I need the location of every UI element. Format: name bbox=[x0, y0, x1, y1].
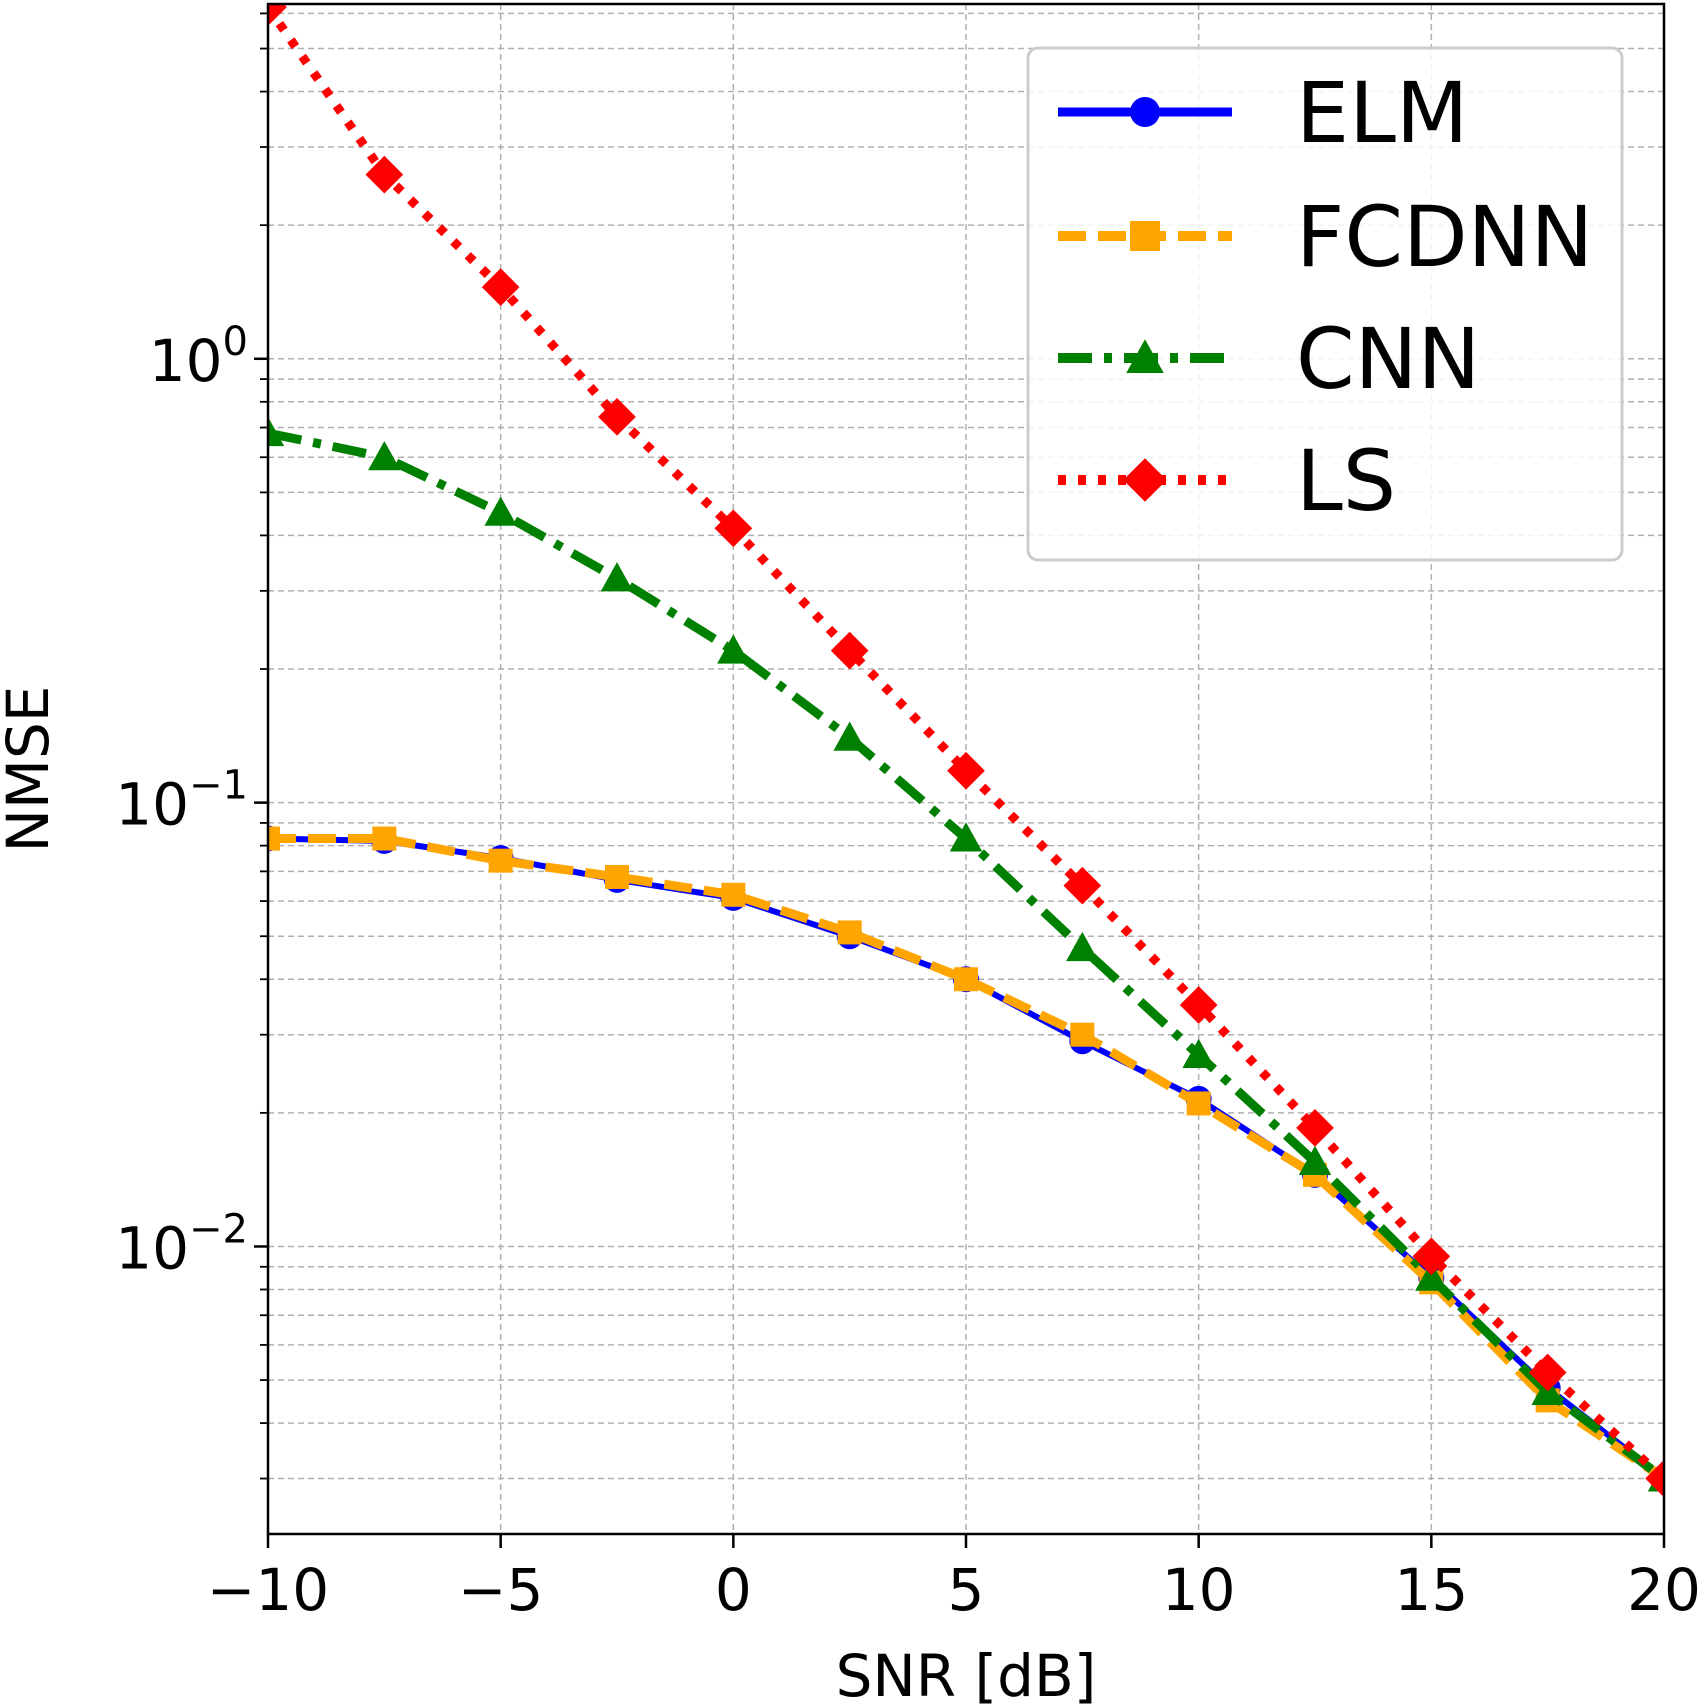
cnn-point bbox=[717, 634, 750, 664]
ls-point bbox=[1528, 1353, 1567, 1392]
fcdnn-point bbox=[721, 882, 746, 907]
y-tick-label: 10−1 bbox=[115, 763, 248, 839]
x-tick-label: 10 bbox=[1162, 1556, 1236, 1624]
ls-point bbox=[830, 631, 869, 670]
x-tick-label: 0 bbox=[715, 1556, 752, 1624]
ls-point bbox=[268, 4, 287, 26]
ls-point bbox=[1179, 986, 1218, 1024]
y-tick-label: 10−2 bbox=[115, 1206, 248, 1282]
fcdnn-point bbox=[372, 826, 397, 851]
fcdnn-point bbox=[605, 864, 629, 889]
legend-elm-marker bbox=[1130, 97, 1160, 127]
legend-fcdnn-label: FCDNN bbox=[1296, 188, 1593, 286]
cnn-point bbox=[1415, 1261, 1448, 1291]
ls-point bbox=[1063, 866, 1102, 905]
legend-cnn-marker bbox=[1126, 339, 1164, 373]
axis-ticks: −10 −5 0 5 10 15 20 10−2 10−1 100 bbox=[115, 12, 1701, 1624]
ls-point bbox=[1412, 1237, 1451, 1276]
x-tick-label: 20 bbox=[1627, 1556, 1701, 1624]
x-tick-label: −10 bbox=[207, 1556, 329, 1624]
fcdnn-point bbox=[488, 848, 513, 873]
ls-point bbox=[947, 751, 985, 790]
cnn-point bbox=[1066, 931, 1099, 962]
fcdnn-point bbox=[837, 920, 862, 945]
cnn-point bbox=[833, 721, 866, 751]
y-axis-label: NMSE bbox=[0, 686, 62, 853]
cnn-point bbox=[1182, 1038, 1215, 1069]
ls-point bbox=[365, 155, 404, 194]
cnn-point bbox=[484, 496, 517, 526]
series-lines bbox=[268, 4, 1664, 1498]
x-tick-label: −5 bbox=[458, 1556, 544, 1624]
cnn-point bbox=[600, 562, 634, 592]
x-axis-label: SNR [dB] bbox=[836, 1642, 1097, 1704]
legend: ELM FCDNN CNN LS bbox=[1026, 46, 1624, 562]
legend-elm-label: ELM bbox=[1296, 64, 1468, 162]
ls-point bbox=[598, 397, 636, 436]
legend-ls-marker bbox=[1123, 458, 1167, 502]
fcdnn-point bbox=[268, 826, 280, 851]
fcdnn-point bbox=[1186, 1091, 1211, 1116]
legend-ls-label: LS bbox=[1296, 432, 1396, 530]
fcdnn-point bbox=[1070, 1022, 1095, 1047]
fcdnn-point bbox=[954, 967, 978, 992]
ls-point bbox=[481, 268, 520, 307]
cnn-point bbox=[1298, 1145, 1332, 1175]
series-ls bbox=[268, 4, 1664, 1498]
ls-point bbox=[1296, 1109, 1334, 1147]
ls-point bbox=[1645, 1459, 1664, 1498]
ls-point bbox=[714, 509, 753, 548]
series-cnn bbox=[268, 416, 1664, 1492]
x-tick-label: 5 bbox=[948, 1556, 985, 1624]
y-tick-label: 100 bbox=[149, 319, 248, 395]
cnn-point bbox=[368, 440, 401, 471]
legend-fcdnn-marker bbox=[1130, 221, 1160, 251]
cnn-point bbox=[268, 416, 285, 447]
legend-cnn-label: CNN bbox=[1296, 310, 1480, 408]
legend-box bbox=[1026, 46, 1624, 562]
x-tick-label: 15 bbox=[1394, 1556, 1468, 1624]
cnn-point bbox=[949, 822, 983, 852]
